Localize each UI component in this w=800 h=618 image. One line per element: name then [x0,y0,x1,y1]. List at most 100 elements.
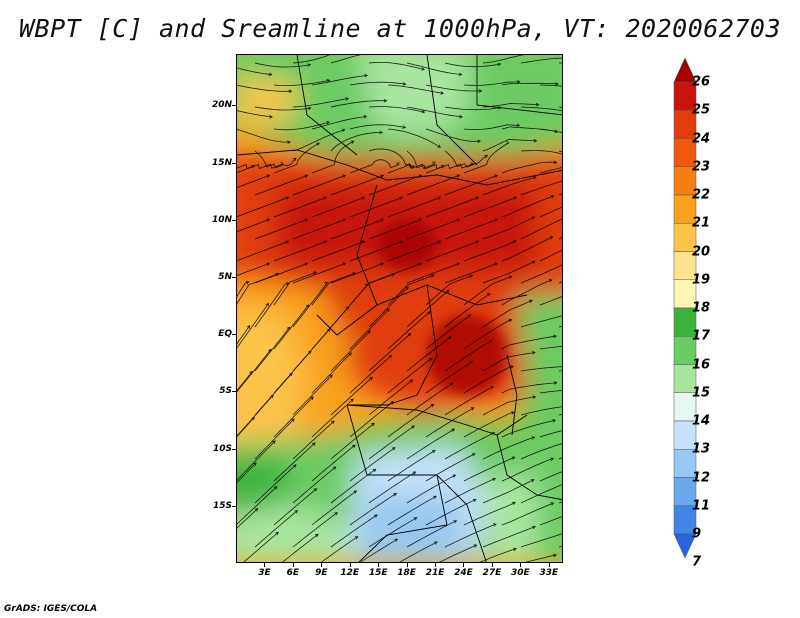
streamline [273,350,312,394]
lon-tick-label: 15E [368,568,388,578]
streamline-arrow [361,196,366,200]
streamline-arrow [433,541,438,545]
streamline-arrow [380,218,385,222]
streamline [311,352,352,394]
streamline [444,339,493,372]
streamline [425,407,474,438]
lon-tick-label: 3E [258,568,271,578]
streamline [237,273,280,305]
colorbar-label: 21 [692,215,711,231]
streamline [425,314,471,350]
streamline-arrow [488,339,493,343]
lon-tick-label: 21E [425,568,445,578]
colorbar-label: 12 [692,470,711,485]
streamline-arrow [516,123,521,128]
lat-tick-label: 5N [218,272,232,283]
streamline-arrow [412,471,417,475]
streamline [463,319,512,350]
streamline-arrow [531,436,536,440]
streamline-arrow [326,79,331,83]
streamline-arrow [449,382,454,386]
streamline-arrow [426,311,431,315]
streamline [237,394,274,437]
streamline [439,544,477,562]
streamline-arrow [324,281,329,286]
streamline-arrow [380,174,385,178]
streamline [425,128,481,142]
streamline [254,282,289,328]
streamline [387,128,441,148]
streamline [501,279,553,306]
lon-tick [435,563,437,567]
streamline-arrow [471,453,476,457]
streamline-arrow [512,501,516,506]
streamline [444,62,501,68]
streamline-arrow [304,262,309,266]
streamline-arrow [305,304,310,308]
streamline-arrow [275,531,279,536]
streamline-arrow [323,240,328,244]
streamline [482,436,535,460]
streamline-arrow [418,262,423,266]
streamline [387,84,444,94]
streamline [520,315,562,328]
streamline [482,396,536,416]
streamline [425,84,482,92]
streamline-arrow [431,161,436,165]
grads-credit: GrADS: IGES/COLA [4,604,98,614]
streamline [463,142,510,174]
lat-tick [232,505,236,507]
colorbar-label: 17 [692,328,711,344]
streamline [501,236,553,262]
streamline [254,262,308,284]
streamline [368,62,425,70]
streamline [292,512,338,548]
streamline-arrow [493,523,497,527]
lat-tick [232,448,236,450]
colorbar-label: 14 [692,413,711,429]
streamline [237,240,289,262]
streamline-arrow [380,262,385,266]
streamline [368,286,409,328]
streamline [406,150,445,170]
lon-tick-label: 6E [286,568,300,578]
streamline-arrow [269,114,273,119]
streamline-arrow [532,395,537,399]
streamline [406,336,452,372]
streamline-arrow [478,89,483,93]
streamline-arrow [394,538,399,542]
colorbar-label: 26 [692,74,711,90]
streamline [539,296,562,306]
streamline [520,406,562,416]
streamline [425,196,479,218]
streamline-arrow [391,447,396,451]
colorbar-label: 9 [692,526,702,542]
streamline-arrow [287,140,291,145]
streamline [520,150,562,155]
streamline [368,174,422,196]
lon-tick [463,563,465,567]
streamline-arrow [531,260,536,265]
streamline [482,55,524,64]
streamline-arrow [332,466,337,470]
lat-tick [232,219,236,221]
streamline-arrow [266,262,271,266]
streamline [539,84,562,87]
streamline-arrow [245,281,250,285]
streamline-arrow [548,279,553,283]
lon-tick [406,563,408,567]
colorbar-label: 24 [692,131,711,146]
streamline-arrow [531,216,536,220]
streamline [387,163,435,174]
streamline [387,240,441,262]
streamline-arrow [268,348,272,353]
streamline [501,82,558,86]
streamline-arrow [285,240,290,244]
streamline [254,418,295,460]
streamline [444,293,491,328]
colorbar [673,58,697,558]
streamline-arrow [307,106,312,111]
streamline-arrow [354,536,359,540]
streamline [539,345,562,350]
streamline-arrow [553,334,557,339]
